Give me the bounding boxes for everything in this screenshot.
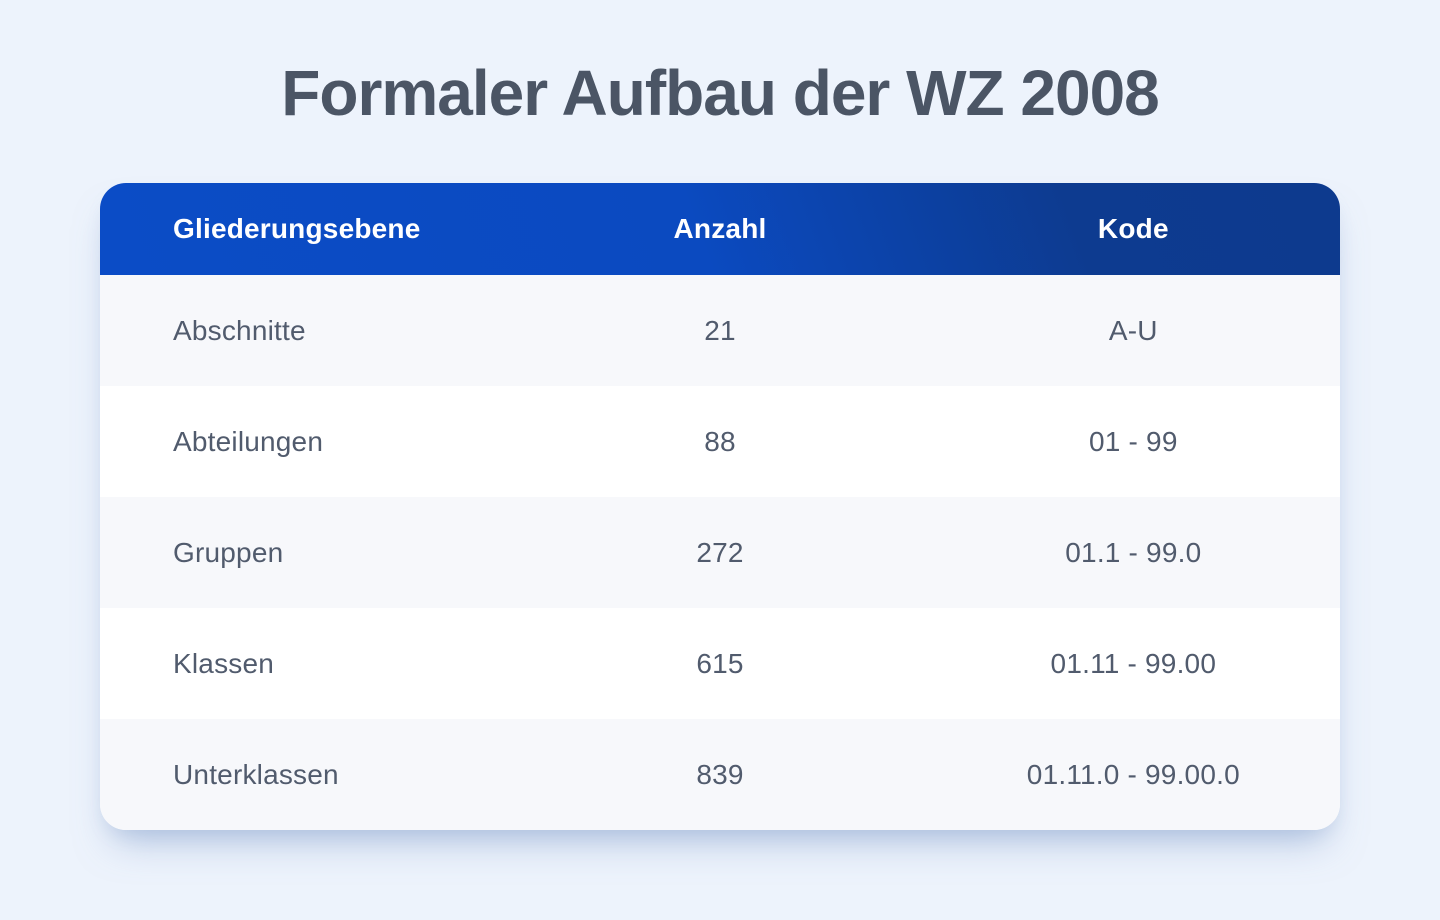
cell-level: Gruppen	[173, 536, 284, 568]
cell-code: 01.11.0 - 99.00.0	[1026, 758, 1240, 790]
table-row-unterklassen: Unterklassen 839 01.11.0 - 99.00.0	[100, 719, 1340, 831]
table-row-abschnitte: Abschnitte 21 A-U	[100, 275, 1340, 387]
wz2008-structure-table: Gliederungsebene Anzahl Kode Abschnitte …	[100, 183, 1340, 831]
cell-level: Klassen	[173, 647, 275, 679]
table-header-row: Gliederungsebene Anzahl Kode	[100, 183, 1340, 276]
cell-count: 615	[696, 647, 744, 679]
table-row-klassen: Klassen 615 01.11 - 99.00	[100, 608, 1340, 720]
cell-count: 21	[704, 314, 736, 346]
column-header-kode: Kode	[1097, 213, 1169, 245]
cell-code: 01 - 99	[1089, 425, 1178, 457]
column-header-anzahl: Anzahl	[673, 213, 767, 245]
table-row-abteilungen: Abteilungen 88 01 - 99	[100, 386, 1340, 498]
cell-count: 272	[696, 536, 744, 568]
cell-count: 88	[704, 425, 736, 457]
table-row-gruppen: Gruppen 272 01.1 - 99.0	[100, 497, 1340, 609]
cell-level: Abschnitte	[173, 314, 306, 346]
cell-code: 01.11 - 99.00	[1050, 647, 1217, 679]
page-title: Formaler Aufbau der WZ 2008	[281, 57, 1160, 129]
cell-level: Abteilungen	[173, 425, 324, 457]
cell-count: 839	[696, 758, 744, 790]
cell-code: A-U	[1108, 314, 1158, 346]
cell-code: 01.1 - 99.0	[1065, 536, 1202, 568]
cell-level: Unterklassen	[173, 758, 339, 790]
column-header-gliederungsebene: Gliederungsebene	[173, 213, 421, 245]
